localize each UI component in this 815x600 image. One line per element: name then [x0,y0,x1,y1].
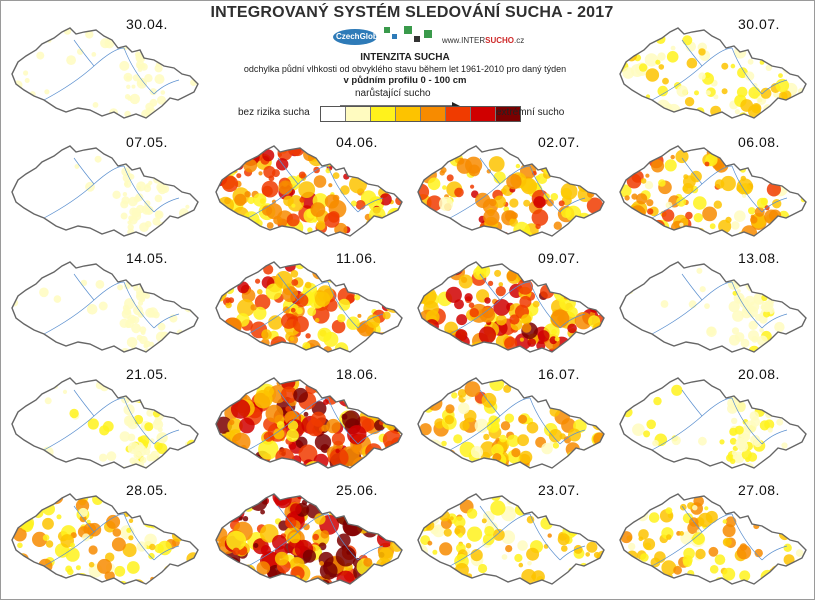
map-date-label: 06.08. [738,134,780,150]
map-date-label: 02.07. [538,134,580,150]
map-date-label: 20.08. [738,366,780,382]
map-canvas [215,377,403,469]
map-canvas [11,493,199,585]
legend-swatch-0 [321,107,346,121]
map-date-label: 14.05. [126,250,168,266]
drought-map-21-05: 21.05. [4,364,204,476]
map-date-label: 04.06. [336,134,378,150]
legend-swatch-3 [396,107,421,121]
drought-map-02-07: 02.07. [410,132,610,244]
website-url: www.INTERSUCHO.cz [442,36,525,45]
drought-map-09-07: 09.07. [410,248,610,360]
drought-map-27-08: 27.08. [612,480,812,592]
legend-swatch-1 [346,107,371,121]
drought-map-07-05: 07.05. [4,132,204,244]
legend-subtitle: odchylka půdní vlhkosti od obvyklého sta… [243,64,567,74]
drought-map-11-06: 11.06. [208,248,408,360]
drought-map-20-08: 20.08. [612,364,812,476]
map-date-label: 25.06. [336,482,378,498]
legend-swatch-7 [496,107,520,121]
map-canvas [215,145,403,237]
legend-swatch-2 [371,107,396,121]
map-date-label: 07.05. [126,134,168,150]
czechglobe-logo: CzechGlobe [333,27,382,47]
drought-map-30-07: 30.07. [612,14,812,126]
ministry-logos [382,24,438,48]
map-canvas [619,27,807,119]
legend-low-label: bez rizika sucha [238,107,310,118]
drought-map-13-08: 13.08. [612,248,812,360]
legend-arrow-label: narůstající sucho [355,88,431,99]
map-canvas [417,377,605,469]
legend-high-label: extrémní sucho [496,107,565,118]
map-date-label: 09.07. [538,250,580,266]
map-canvas [619,377,807,469]
map-canvas [619,493,807,585]
page-title: INTEGROVANÝ SYSTÉM SLEDOVÁNÍ SUCHA - 201… [210,4,614,21]
map-canvas [619,261,807,353]
drought-map-28-05: 28.05. [4,480,204,592]
drought-map-16-07: 16.07. [410,364,610,476]
map-canvas [215,493,403,585]
map-canvas [215,261,403,353]
map-date-label: 11.06. [336,250,377,266]
map-date-label: 13.08. [738,250,780,266]
map-canvas [11,27,199,119]
map-canvas [417,261,605,353]
drought-map-30-04: 30.04. [4,14,204,126]
map-date-label: 30.07. [738,16,780,32]
legend-profile: v půdním profilu 0 - 100 cm [343,75,467,86]
map-date-label: 16.07. [538,366,580,382]
map-date-label: 27.08. [738,482,780,498]
map-date-label: 23.07. [538,482,580,498]
map-canvas [619,145,807,237]
drought-map-06-08: 06.08. [612,132,812,244]
map-canvas [11,261,199,353]
map-date-label: 21.05. [126,366,168,382]
map-canvas [417,493,605,585]
map-date-label: 28.05. [126,482,168,498]
legend-swatch-6 [471,107,496,121]
map-canvas [11,145,199,237]
drought-map-18-06: 18.06. [208,364,408,476]
drought-map-04-06: 04.06. [208,132,408,244]
drought-map-23-07: 23.07. [410,480,610,592]
map-date-label: 18.06. [336,366,378,382]
map-date-label: 30.04. [126,16,168,32]
map-canvas [417,145,605,237]
map-canvas [11,377,199,469]
drought-map-25-06: 25.06. [208,480,408,592]
legend-color-scale [320,106,521,122]
legend-swatch-5 [446,107,471,121]
drought-map-14-05: 14.05. [4,248,204,360]
legend-title: INTENZITA SUCHA [360,52,450,63]
legend-swatch-4 [421,107,446,121]
